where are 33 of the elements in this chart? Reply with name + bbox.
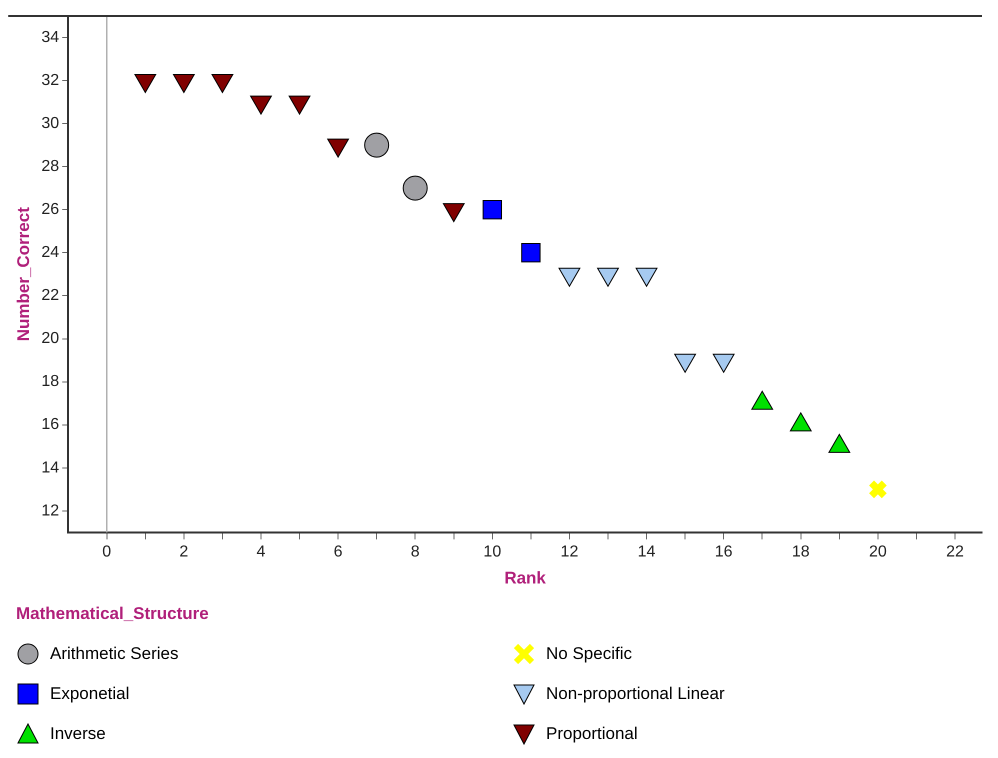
y-tick-label: 12 [41,502,60,520]
y-tick-label: 16 [41,416,60,434]
y-tick-label: 32 [41,72,60,89]
legend-label: No Specific [546,644,632,664]
legend-label: Exponetial [50,684,130,704]
y-tick-label: 26 [41,201,60,218]
x-tick-label: 4 [256,543,266,560]
x-tick-label: 20 [868,543,887,560]
y-tick-label: 18 [41,373,60,390]
legend-label: Non-proportional Linear [546,684,725,704]
x-tick-label: 10 [483,543,502,560]
legend-label: Arithmetic Series [50,644,178,664]
x-tick-label: 6 [334,543,343,560]
y-tick-label: 14 [41,459,60,476]
x-tick-label: 22 [946,543,964,560]
y-tick-label: 22 [41,287,60,304]
legend-label: Inverse [50,724,106,744]
x-axis-title: Rank [504,568,546,588]
y-axis-title: Number_Correct [14,206,33,342]
x-tick-label: 18 [792,543,810,560]
x-tick-label: 12 [560,543,578,560]
x-tick-label: 16 [714,543,733,560]
y-tick-label: 20 [41,330,60,348]
legend-title: Mathematical_Structure [16,604,210,624]
x-tick-label: 8 [410,543,420,560]
legend-label: Proportional [546,724,638,744]
y-tick-label: 34 [41,28,60,46]
y-tick-label: 30 [41,114,60,132]
x-tick-label: 2 [179,543,188,560]
y-tick-label: 28 [41,158,60,176]
x-tick-label: 14 [638,543,656,560]
y-tick-label: 24 [41,244,60,262]
x-tick-label: 0 [102,543,112,560]
